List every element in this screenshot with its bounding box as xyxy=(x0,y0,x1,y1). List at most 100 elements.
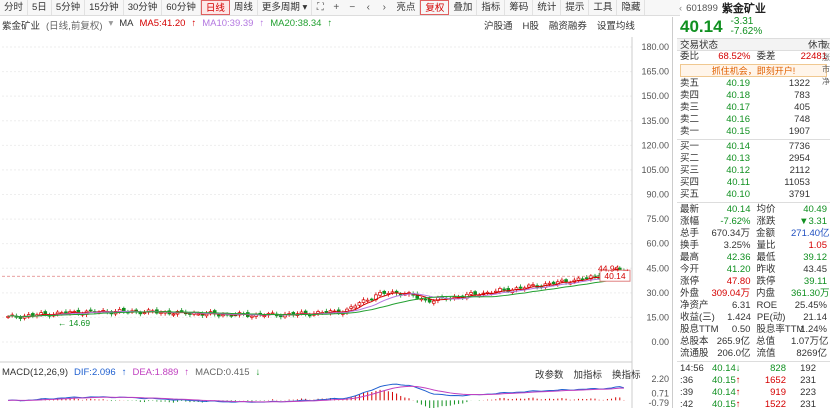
price-change-block: -3.31 -7.62% xyxy=(731,17,763,37)
tick-volume: 1652 xyxy=(764,375,786,386)
ma5-value: MA5:41.20 xyxy=(139,18,186,29)
book-volume: 1907 xyxy=(788,126,810,137)
candle-body xyxy=(31,313,35,316)
quote-row: 最新 40.14 均价 40.49 xyxy=(677,204,830,216)
bid-row[interactable]: 买五 40.10 3791 xyxy=(677,189,830,201)
ask-row[interactable]: 卖四 40.18 783 xyxy=(677,90,830,102)
price-row: 40.14 -3.31 -7.62% xyxy=(677,16,830,38)
quote-row: 外盘 309.04万 内盘 361.30万 xyxy=(677,288,830,300)
link-hsgt[interactable]: 沪股通 xyxy=(484,21,513,32)
bid-row[interactable]: 买四 40.11 11053 xyxy=(677,177,830,189)
period-tab-daily[interactable]: 日线 xyxy=(200,0,230,15)
arrow-down-icon: ↓ xyxy=(255,367,261,378)
dea-value: DEA:1.889 xyxy=(132,367,179,378)
tool-hide[interactable]: 隐藏 xyxy=(617,0,646,15)
tool-indicator[interactable]: 指标 xyxy=(477,0,506,15)
price-change-pct: -7.62% xyxy=(730,26,763,37)
tool-stats[interactable]: 统计 xyxy=(533,0,562,15)
quote-label: ROE xyxy=(756,300,778,311)
chevron-down-icon[interactable]: ▾ xyxy=(108,18,114,29)
ask-row[interactable]: 卖三 40.17 405 xyxy=(677,102,830,114)
stock-name: 紫金矿业 xyxy=(721,3,766,15)
quote-row: 换手 3.25% 量比 1.05 xyxy=(677,240,830,252)
tool-highlights[interactable]: 亮点 xyxy=(392,0,421,15)
book-price: 40.18 xyxy=(726,90,750,101)
quote-label: 流通股 xyxy=(680,348,709,359)
book-price: 40.14 xyxy=(726,141,750,152)
tool-tools[interactable]: 工具 xyxy=(589,0,618,15)
quote-label: 内盘 xyxy=(756,288,776,299)
ma20-line xyxy=(7,277,624,318)
quote-label: 金额 xyxy=(756,228,776,239)
bid-row[interactable]: 买三 40.12 2112 xyxy=(677,165,830,177)
candle-body xyxy=(217,314,221,317)
zoom-in-icon[interactable]: + xyxy=(333,1,340,13)
link-add-indicator[interactable]: 加指标 xyxy=(573,370,603,381)
quote-value: 3.25% xyxy=(723,240,751,251)
book-level-label: 买三 xyxy=(680,165,700,176)
tick-volume: 919 xyxy=(770,387,786,398)
link-margin[interactable]: 融资融券 xyxy=(548,21,587,32)
ask-row[interactable]: 卖二 40.16 748 xyxy=(677,114,830,126)
period-tab-5day[interactable]: 5日 xyxy=(28,0,52,15)
ma5-line xyxy=(7,271,624,318)
chevron-left-icon[interactable]: ‹ xyxy=(679,2,683,14)
period-tab-30min[interactable]: 30分钟 xyxy=(124,0,163,15)
tool-overlay[interactable]: 叠加 xyxy=(449,0,478,15)
tick-time: :42 xyxy=(680,399,694,408)
y-tick-label: 180.00 xyxy=(641,42,669,52)
quote-label: 换手 xyxy=(680,240,700,251)
strip-char[interactable]: 净 xyxy=(822,77,830,86)
quote-row: 最高 42.36 最低 39.12 xyxy=(677,252,830,264)
quote-value: 265.9亿 xyxy=(716,336,750,347)
period-tab-fenshi[interactable]: 分时 xyxy=(0,0,29,15)
tick-price: 40.15 xyxy=(712,399,736,408)
quote-label: 最高 xyxy=(680,252,700,263)
arrow-up-icon: ↑ xyxy=(735,387,741,398)
quote-value: 1.24% xyxy=(800,324,827,335)
bid-row[interactable]: 买一 40.14 7736 xyxy=(677,141,830,153)
weicha-value: 22481 xyxy=(800,51,827,62)
ask-row[interactable]: 卖五 40.19 1322 xyxy=(677,78,830,90)
book-level-label: 卖三 xyxy=(680,102,700,113)
quote-value: 1.07万亿 xyxy=(791,336,829,347)
candle-body xyxy=(353,305,358,309)
y-tick-label: 30.00 xyxy=(646,288,669,298)
book-price: 40.17 xyxy=(726,102,750,113)
chart-links: 沪股通 H股 融资融券 设置均线 xyxy=(484,18,635,32)
tool-adjust[interactable]: 复权 xyxy=(420,0,450,15)
period-tab-more[interactable]: 更多周期 ▾ xyxy=(258,0,313,15)
period-tab-15min[interactable]: 15分钟 xyxy=(85,0,124,15)
link-switch-indicator[interactable]: 换指标 xyxy=(612,370,641,381)
strip-char[interactable]: 涨 xyxy=(822,53,830,62)
candle-body xyxy=(88,309,93,312)
candle-body xyxy=(506,288,510,292)
link-set-ma[interactable]: 设置均线 xyxy=(596,21,635,32)
open-account-banner[interactable]: 抓住机会，即刻开户! xyxy=(680,64,827,77)
ask-row[interactable]: 卖一 40.15 1907 xyxy=(677,126,830,138)
quote-value: 47.80 xyxy=(726,276,751,287)
link-hshare[interactable]: H股 xyxy=(522,21,539,32)
bid-row[interactable]: 买二 40.13 2954 xyxy=(677,153,830,165)
quote-value: 1.424 xyxy=(727,312,751,323)
strip-char[interactable]: 收 xyxy=(822,41,830,50)
quote-value: 40.49 xyxy=(803,204,827,215)
kline-chart[interactable]: 180.00 165.00 150.00 135.00 120.00 105.00 90.0… xyxy=(0,17,673,408)
arrow-right-icon[interactable]: › xyxy=(382,1,386,13)
candle-body xyxy=(527,284,531,288)
period-tab-5min[interactable]: 5分钟 xyxy=(52,0,86,15)
period-tab-60min[interactable]: 60分钟 xyxy=(162,0,201,15)
tool-hint[interactable]: 提示 xyxy=(561,0,590,15)
arrow-up-icon: ↑ xyxy=(327,18,333,29)
zoom-out-icon[interactable]: − xyxy=(349,1,356,13)
link-change-params[interactable]: 改参数 xyxy=(535,370,564,381)
fullscreen-icon[interactable]: ⛶ xyxy=(316,1,324,13)
tool-chips[interactable]: 筹码 xyxy=(505,0,534,15)
book-price: 40.10 xyxy=(726,189,750,200)
book-level-label: 卖一 xyxy=(680,126,700,137)
strip-char[interactable]: 市 xyxy=(822,65,830,74)
period-tab-weekly[interactable]: 周线 xyxy=(230,0,258,15)
tick-count: 231 xyxy=(800,399,816,408)
current-price-tag-box xyxy=(599,269,631,282)
arrow-left-icon[interactable]: ‹ xyxy=(366,1,370,13)
